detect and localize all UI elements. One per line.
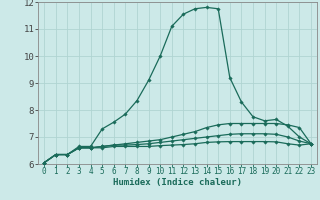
X-axis label: Humidex (Indice chaleur): Humidex (Indice chaleur) — [113, 178, 242, 187]
